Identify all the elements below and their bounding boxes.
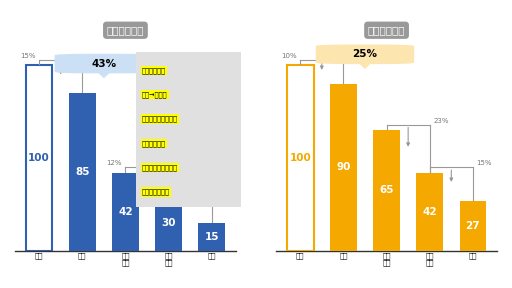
- Text: 85: 85: [75, 167, 90, 177]
- Text: ついている原因とし: ついている原因とし: [142, 164, 178, 171]
- Text: 10%: 10%: [281, 53, 297, 59]
- Text: 競合ブランド: 競合ブランド: [368, 25, 406, 35]
- Text: 15%: 15%: [476, 160, 492, 166]
- Bar: [155, 195, 182, 251]
- Text: 23%: 23%: [433, 118, 449, 124]
- Bar: [459, 200, 486, 251]
- Polygon shape: [359, 63, 371, 68]
- Bar: [416, 173, 443, 251]
- Text: 65: 65: [379, 185, 394, 195]
- Bar: [26, 65, 53, 251]
- Text: 27: 27: [465, 221, 480, 231]
- Polygon shape: [98, 72, 110, 77]
- Text: 15%: 15%: [215, 183, 231, 189]
- Text: 42: 42: [422, 207, 437, 217]
- Text: 100: 100: [28, 153, 50, 163]
- FancyBboxPatch shape: [55, 54, 153, 73]
- Text: 歩留まり率が低く、: 歩留まり率が低く、: [142, 116, 178, 122]
- Text: 43%: 43%: [91, 58, 116, 69]
- Bar: [373, 130, 400, 251]
- Text: 90: 90: [336, 162, 351, 172]
- Text: 12%: 12%: [106, 160, 122, 166]
- Text: 自社ブランド: 自社ブランド: [106, 25, 144, 35]
- Text: 25%: 25%: [352, 49, 377, 59]
- Text: 15%: 15%: [20, 53, 36, 59]
- Text: シェアの差が: シェアの差が: [142, 140, 166, 147]
- Text: 100: 100: [289, 153, 311, 163]
- Bar: [330, 84, 357, 251]
- Text: 競合に比べ、: 競合に比べ、: [142, 67, 166, 74]
- Text: て考えられる。: て考えられる。: [142, 189, 170, 195]
- Text: 15: 15: [204, 232, 219, 242]
- Text: 30: 30: [161, 218, 176, 228]
- Text: 認知→興味の: 認知→興味の: [142, 92, 167, 98]
- Bar: [112, 173, 139, 251]
- FancyBboxPatch shape: [316, 45, 414, 64]
- Bar: [198, 223, 225, 251]
- Bar: [287, 65, 314, 251]
- Text: 42: 42: [118, 207, 133, 217]
- Bar: [69, 93, 96, 251]
